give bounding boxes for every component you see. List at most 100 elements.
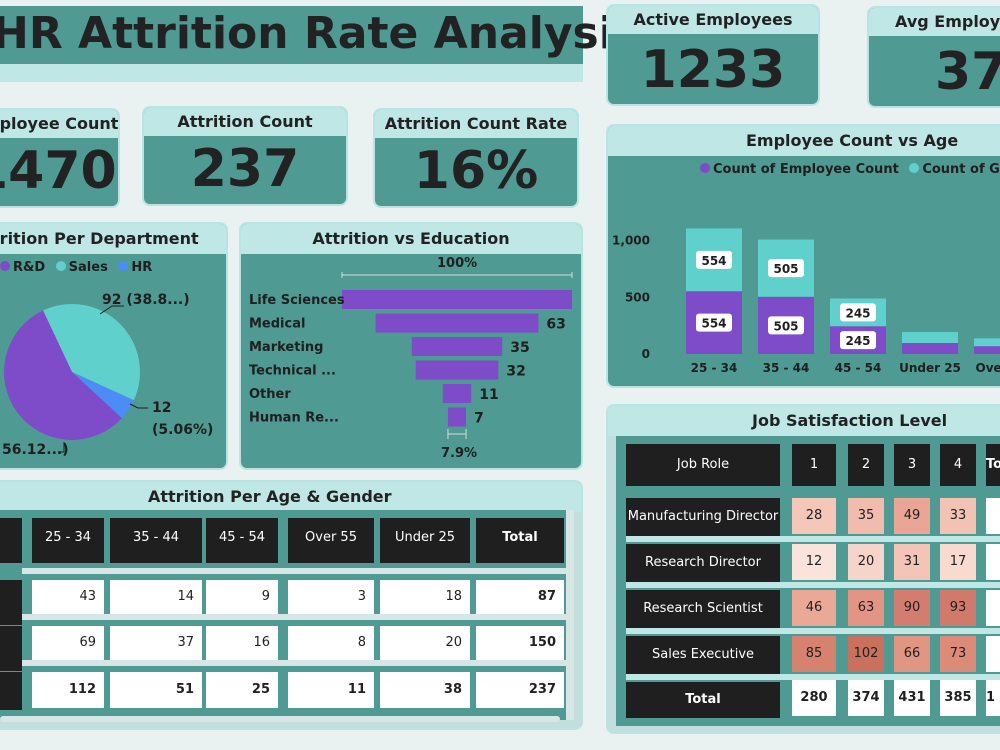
table-cell: 237 [476,672,564,708]
funnel-bar[interactable] [411,337,503,356]
funnel-bar[interactable] [375,313,539,333]
job-role-cell[interactable]: Manufacturing Director [626,498,780,536]
table-cell: 37 [110,626,202,660]
age-bar-label-box [768,259,804,278]
funnel-category-label: Life Sciences [249,293,345,308]
satisfaction-level-header[interactable]: 2 [848,444,884,486]
education-chart-panel: Attrition vs Education 100% 7.9% Life Sc… [239,222,583,470]
kpi-label: Attrition Count Rate [375,110,577,138]
row-separator [626,582,1000,588]
age-chart-panel: Employee Count vs Age Count of Employee … [606,124,1000,388]
pie-slice-hr[interactable] [72,372,134,419]
age-bar-value-label: 554 [701,254,726,268]
table-column-header[interactable]: Over 55 [288,518,374,563]
table-cell: 8 [288,626,374,660]
kpi-employee-count: Employee Count 1470 [0,108,120,208]
table-cell: 9 [206,580,278,614]
total-row-cell: 1 [986,680,1000,716]
job-role-cell[interactable]: Sales Executive [626,636,780,674]
row-separator [22,614,570,620]
total-row-cell: 374 [848,680,884,716]
legend-employee-count: Count of Employee Count [713,162,899,177]
legend-dot-hr [118,261,129,271]
y-tick-label: 500 [625,290,650,304]
total-cell [986,590,1000,626]
table-column-header[interactable]: 25 - 34 [32,518,104,563]
funnel-top-label: 100% [437,256,478,271]
satisfaction-level-header[interactable]: 4 [940,444,976,486]
age-bar-segment[interactable] [902,332,958,344]
age-bar-label-box [768,316,804,335]
kpi-value: 1233 [640,40,786,100]
heatmap-cell: 35 [848,498,884,534]
funnel-value-label: 32 [506,364,525,380]
table-cell: 38 [380,672,470,708]
table-cell: 14 [110,580,202,614]
table-cell: 87 [476,580,564,614]
job-role-cell[interactable]: Research Director [626,544,780,582]
title-bar [0,6,583,64]
x-category-label: Under 25 [899,361,961,375]
job-role-header[interactable]: Job Role [626,444,780,486]
table-column-header[interactable]: 45 - 54 [206,518,278,563]
heatmap-cell: 20 [848,544,884,580]
job-role-cell[interactable]: Research Scientist [626,590,780,628]
table-cell: 150 [476,626,564,660]
x-category-label: Over 55 [976,361,1000,375]
kpi-label: Attrition Count [144,108,346,136]
table-cell: 20 [380,626,470,660]
row-separator [626,536,1000,542]
heatmap-cell: 93 [940,590,976,626]
legend-gender: Count of Gender [922,162,1000,177]
kpi-attrition-rate: Attrition Count Rate 16% [373,108,579,208]
pie-slice-sales[interactable] [43,304,140,401]
legend-dot-gender [909,163,920,173]
age-bar-value-label: 245 [845,306,870,320]
kpi-active-employees: Active Employees 1233 [606,4,820,106]
funnel-category-label: Human Re... [249,411,339,426]
table-cell: 25 [206,672,278,708]
legend-dot-sales [55,261,66,271]
table-cell: 18 [380,580,470,614]
age-bar-value-label: 505 [773,262,798,276]
age-bar-value-label: 554 [701,317,726,331]
table-column-header[interactable]: Under 25 [380,518,470,563]
funnel-top-bracket [341,272,573,278]
legend-hr: HR [131,260,153,275]
age-bar-segment[interactable] [902,343,958,354]
funnel-category-label: Other [249,387,291,402]
age-bar-label-box [696,250,732,269]
table-cell: 69 [32,626,104,660]
table-scrollbar-horizontal[interactable] [0,716,560,722]
heatmap-cell: 102 [848,636,884,672]
heatmap-cell: 49 [894,498,930,534]
kpi-label: Employee Count [0,110,118,138]
table-column-header[interactable]: Total [476,518,564,563]
row-separator [626,628,1000,634]
funnel-bar[interactable] [447,407,467,427]
age-bar-segment[interactable] [974,346,1000,354]
total-row-cell: 385 [940,680,976,716]
funnel-category-label: Technical ... [249,364,336,379]
satisfaction-level-header[interactable]: 3 [894,444,930,486]
table-column-header[interactable]: 35 - 44 [110,518,202,563]
row-separator [22,568,570,574]
total-column-header[interactable]: To [986,444,1000,486]
funnel-bar[interactable] [442,384,472,403]
pie-slice-rd[interactable] [4,310,122,440]
table-cell: 51 [110,672,202,708]
age-bar-segment[interactable] [974,338,1000,347]
funnel-bar[interactable] [342,290,572,309]
satisfaction-level-header[interactable]: 1 [792,444,836,486]
x-category-label: 45 - 54 [835,361,882,375]
age-gender-grid: 25 - 34 35 - 44 45 - 54 Over 55 Under 25 Tota… [0,510,570,720]
funnel-bar[interactable] [415,360,499,380]
kpi-value: 1470 [0,141,117,201]
heatmap-cell: 63 [848,590,884,626]
total-row-cell: 280 [792,680,836,716]
table-cell: 112 [32,672,104,708]
dept-pie-chart [4,304,148,453]
heatmap-cell: 12 [792,544,836,580]
y-tick-label: 0 [642,347,650,361]
table-scrollbar[interactable] [566,510,574,720]
